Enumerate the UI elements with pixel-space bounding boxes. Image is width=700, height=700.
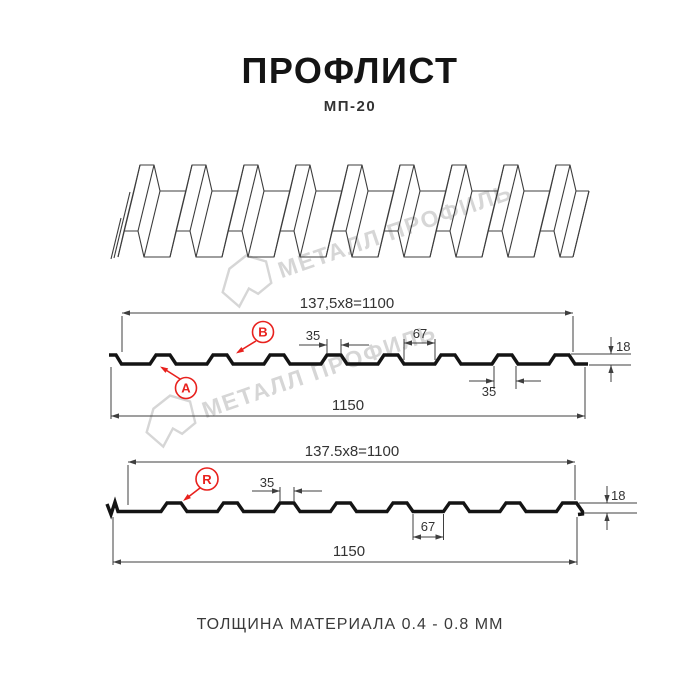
label-r-circle [195,467,219,491]
dim-rib-top-a: 35 [306,328,320,343]
profile-outline [109,353,588,366]
dim-rib-bottom-r: 67 [421,519,435,534]
profile-model: МП-20 [323,98,377,115]
dimension-lines [110,310,631,419]
label-a-circle [174,376,198,400]
dim-full-width-a: 1150 [332,397,364,414]
dim-full-width-r: 1150 [333,543,365,560]
face-label-a: A [181,381,191,396]
watermark: МЕТАЛЛ ПРОФИЛЬ [221,178,516,309]
material-thickness-note: ТОЛЩИНА МАТЕРИАЛА 0.4 - 0.8 ММ [196,616,504,633]
brand-logo-icon [221,254,273,309]
dim-height-a: 18 [616,339,630,354]
face-labels [183,467,219,501]
dim-coverage-width-a: 137,5x8=1100 [300,295,394,312]
dimension-lines [112,459,637,565]
profile-3d-view [110,164,590,260]
profile-section-ab: 137,5x8=1100 1150 35 67 18 35 A B [109,295,631,419]
dim-rib-bottom-a: 67 [413,326,427,341]
face-labels [160,320,275,400]
dim-height-r: 18 [611,488,625,503]
label-b-circle [251,320,275,344]
face-label-b: B [258,325,267,340]
page-title: ПРОФЛИСТ [241,50,459,91]
face-label-r: R [202,472,212,487]
profile-section-r: 137.5x8=1100 1150 35 67 18 R [105,443,637,565]
brand-logo-icon [145,394,197,449]
dim-coverage-width-r: 137.5x8=1100 [305,443,399,460]
dim-edge-rib-a: 35 [482,384,496,399]
dim-rib-top-r: 35 [260,475,274,490]
profile-outline [105,496,585,520]
